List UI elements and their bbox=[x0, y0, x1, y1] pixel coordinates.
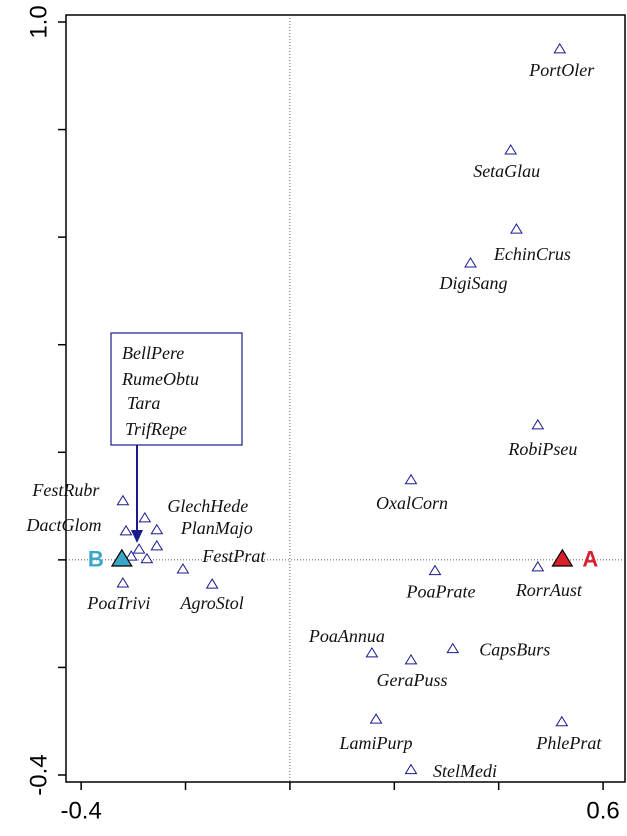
point-label: PoaPrate bbox=[406, 582, 476, 602]
point bbox=[150, 523, 164, 535]
point-label: DactGlom bbox=[26, 515, 102, 535]
point-label: PoaTrivi bbox=[86, 593, 150, 613]
point-label: BellPere bbox=[122, 343, 184, 363]
point bbox=[404, 653, 418, 665]
point bbox=[132, 543, 146, 554]
point bbox=[404, 473, 418, 485]
x-tick-label: 0.6 bbox=[586, 797, 619, 824]
point bbox=[110, 548, 133, 567]
point-label: GlechHede bbox=[167, 496, 248, 516]
point-label: FestRubr bbox=[31, 480, 100, 500]
y-tick-label: 1.0 bbox=[25, 5, 52, 38]
sample-label: B bbox=[88, 547, 104, 572]
point bbox=[404, 763, 418, 775]
point bbox=[553, 42, 567, 54]
point-label: RobiPseu bbox=[507, 439, 577, 459]
y-tick-label: -0.4 bbox=[25, 754, 52, 795]
point-label: EchinCrus bbox=[493, 244, 571, 264]
plot-frame bbox=[65, 14, 626, 783]
point bbox=[369, 713, 383, 724]
point-label: StelMedi bbox=[433, 761, 497, 781]
point-label: SetaGlau bbox=[473, 161, 540, 181]
point-label: LamiPurp bbox=[339, 733, 413, 753]
point bbox=[504, 144, 518, 155]
point-label: RumeObtu bbox=[121, 369, 199, 389]
point-label: OxalCorn bbox=[376, 493, 448, 513]
point bbox=[176, 563, 190, 574]
point bbox=[428, 564, 442, 576]
point bbox=[124, 550, 138, 561]
point-label: FestPrat bbox=[201, 546, 266, 566]
point-label: AgroStol bbox=[179, 593, 243, 613]
point bbox=[140, 552, 154, 564]
point bbox=[138, 511, 152, 523]
point bbox=[531, 418, 545, 430]
point-label: CapsBurs bbox=[479, 640, 550, 660]
sample-label: A bbox=[582, 547, 598, 572]
point-label: GeraPuss bbox=[377, 670, 448, 690]
x-tick-label: -0.4 bbox=[60, 797, 101, 824]
point bbox=[531, 560, 545, 572]
point bbox=[150, 539, 164, 551]
point-label: Tara bbox=[127, 393, 160, 413]
point-label: PoaAnnua bbox=[308, 626, 385, 646]
point-label: PlanMajo bbox=[180, 518, 253, 538]
point bbox=[551, 548, 574, 567]
point-label: RorrAust bbox=[515, 580, 583, 600]
point bbox=[555, 715, 569, 727]
point-label: PortOler bbox=[528, 60, 595, 80]
point bbox=[464, 256, 477, 268]
point bbox=[365, 646, 379, 658]
point-label: DigiSang bbox=[438, 273, 507, 293]
point bbox=[510, 223, 523, 234]
arrow-head bbox=[131, 530, 143, 543]
point bbox=[116, 577, 130, 588]
point bbox=[119, 524, 133, 536]
point bbox=[446, 642, 460, 654]
point bbox=[205, 578, 219, 589]
point-label: TrifRepe bbox=[125, 419, 187, 439]
label-box bbox=[110, 332, 243, 446]
point-label: PhlePrat bbox=[535, 733, 602, 753]
point bbox=[116, 494, 130, 506]
